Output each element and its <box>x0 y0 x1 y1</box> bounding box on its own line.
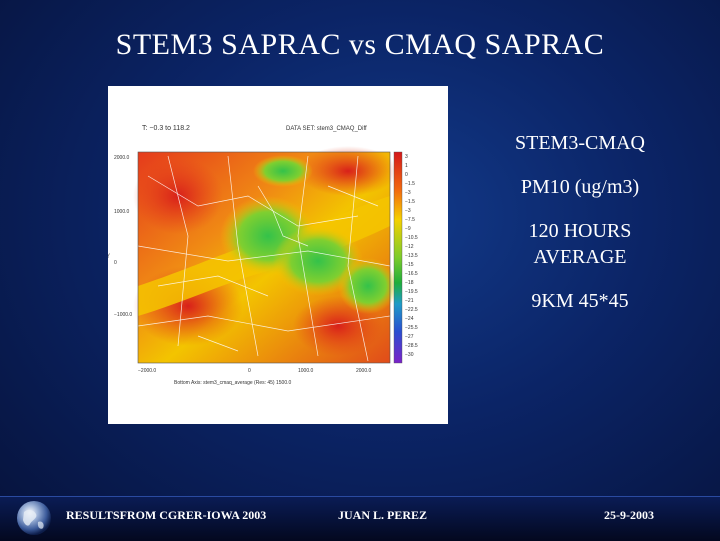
colorbar-label: −22.5 <box>405 307 418 313</box>
colorbar-label: −15 <box>405 262 414 268</box>
plot-canvas: T: −0.3 to 118.2 DATA SET: stem3_CMAQ_Di… <box>108 125 418 386</box>
colorbar-label: −25.5 <box>405 325 418 331</box>
concentration-field <box>133 146 398 364</box>
colorbar-label: 1 <box>405 163 408 169</box>
footer-source: RESULTSFROM CGRER-IOWA 2003 <box>66 508 267 522</box>
footer-date: 25-9-2003 <box>604 508 654 522</box>
y-tick-label: 1000.0 <box>114 209 130 215</box>
colorbar-label: −9 <box>405 226 411 232</box>
colorbar-label: −27 <box>405 334 414 340</box>
globe-icon <box>17 501 51 535</box>
colorbar-label: 3 <box>405 154 408 160</box>
sidebar-line-period-1: 120 HOURS <box>528 220 632 242</box>
y-axis-label: Y <box>108 254 110 260</box>
y-tick-labels: 2000.0 1000.0 0 −1000.0 <box>114 155 132 318</box>
footer-band <box>0 496 720 541</box>
colorbar-label: 0 <box>405 172 408 178</box>
colorbar-label: −28.5 <box>405 343 418 349</box>
x-tick-label: 2000.0 <box>356 368 372 374</box>
sidebar-line-period-2: AVERAGE <box>533 246 627 268</box>
y-tick-label: 2000.0 <box>114 155 130 161</box>
x-tick-label: 0 <box>248 368 251 374</box>
plot-range-label: T: −0.3 to 118.2 <box>142 125 190 132</box>
colorbar <box>393 151 403 364</box>
y-tick-label: −1000.0 <box>114 312 132 318</box>
footer-bar: RESULTSFROM CGRER-IOWA 2003 JUAN L. PERE… <box>0 496 720 541</box>
slide-title: STEM3 SAPRAC vs CMAQ SAPRAC <box>115 28 605 61</box>
x-tick-labels: −2000.0 0 1000.0 2000.0 <box>138 368 372 374</box>
colorbar-label: −3 <box>405 190 411 196</box>
colorbar-label: −10.5 <box>405 235 418 241</box>
colorbar-labels: 3 1 0 −1.5 −3 −1.5 −3 −7.5 −9 −10.5 −12 … <box>405 154 418 358</box>
colorbar-label: −19.5 <box>405 289 418 295</box>
colorbar-label: −13.5 <box>405 253 418 259</box>
colorbar-label: −18 <box>405 280 414 286</box>
colorbar-label: −21 <box>405 298 414 304</box>
colorbar-label: −12 <box>405 244 414 250</box>
colorbar-label: −1.5 <box>405 181 415 187</box>
sidebar-line-grid: 9KM 45*45 <box>531 290 629 312</box>
model-comparison-plot: T: −0.3 to 118.2 DATA SET: stem3_CMAQ_Di… <box>108 86 448 424</box>
footer-author: JUAN L. PEREZ <box>338 508 428 522</box>
x-axis-label: Bottom Axis: stem3_cmaq_average (Res: 45… <box>174 380 292 386</box>
colorbar-label: −1.5 <box>405 199 415 205</box>
plot-header-label: DATA SET: stem3_CMAQ_Diff <box>286 126 367 132</box>
x-tick-label: −2000.0 <box>138 368 156 374</box>
colorbar-label: −24 <box>405 316 414 322</box>
sidebar-line-pollutant: PM10 (ug/m3) <box>520 176 640 198</box>
colorbar-label: −30 <box>405 352 414 358</box>
colorbar-label: −16.5 <box>405 271 418 277</box>
y-tick-label: 0 <box>114 260 117 266</box>
x-tick-label: 1000.0 <box>298 368 314 374</box>
colorbar-label: −3 <box>405 208 411 214</box>
sidebar-line-title: STEM3-CMAQ <box>514 132 645 154</box>
colorbar-label: −7.5 <box>405 217 415 223</box>
